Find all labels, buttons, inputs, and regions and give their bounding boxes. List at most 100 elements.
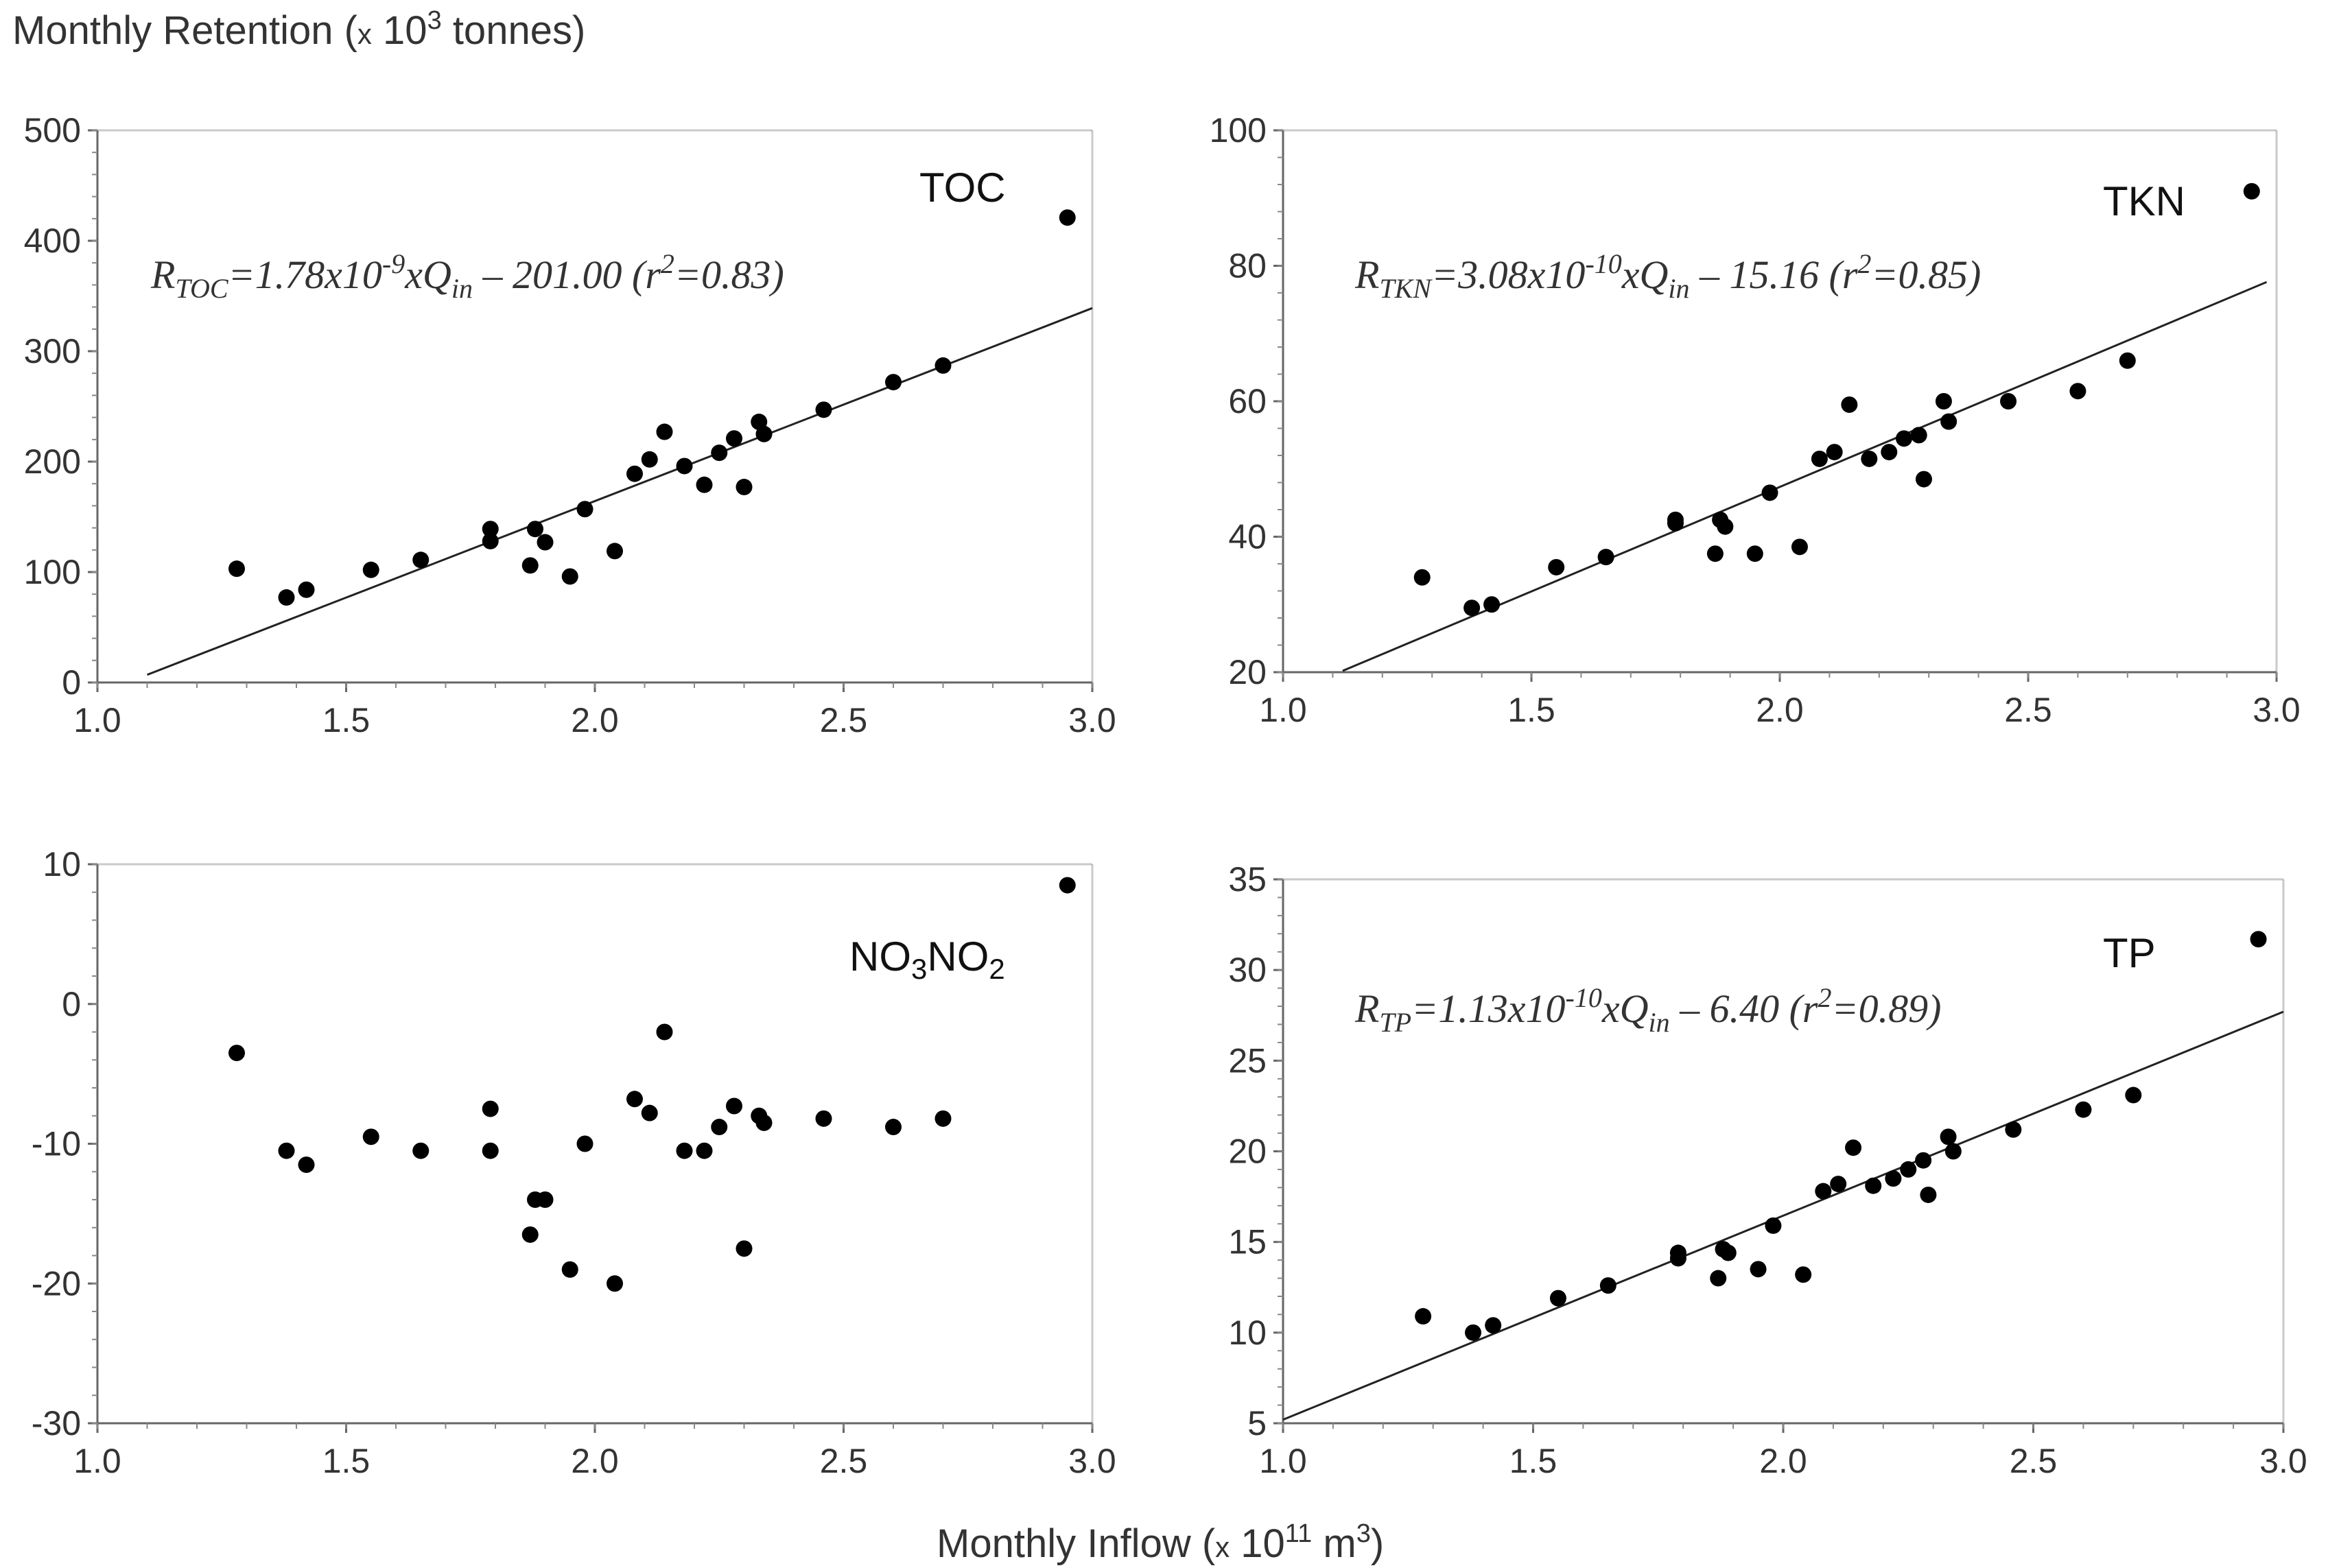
toc-data-point	[561, 568, 578, 585]
tp-data-point	[1944, 1143, 1962, 1160]
tp-fit-line	[1282, 1010, 2284, 1421]
toc-data-point	[362, 561, 379, 578]
toc-data-point	[278, 589, 295, 606]
no3no2-y-tick-label: 10	[43, 845, 81, 883]
tp-y-tick-label: 5	[1247, 1404, 1267, 1442]
tkn-data-point	[2119, 352, 2136, 369]
no3no2-data-point	[736, 1240, 753, 1257]
no3no2-data-point	[885, 1119, 902, 1136]
no3no2-data-point	[482, 1100, 499, 1117]
tkn-data-point	[1811, 450, 1828, 467]
toc-data-point	[1059, 209, 1076, 226]
no3no2-data-point	[521, 1226, 539, 1243]
tp-data-point	[1465, 1324, 1482, 1341]
tkn-y-tick-label: 80	[1228, 247, 1267, 285]
tkn-data-point	[1896, 430, 1912, 447]
tkn-data-point	[1861, 450, 1878, 467]
tp-data-point	[1599, 1277, 1616, 1294]
no3no2-data-point	[626, 1091, 643, 1108]
tp-data-point	[2005, 1121, 2022, 1138]
toc-data-point	[607, 543, 623, 560]
toc-data-point	[656, 423, 673, 440]
toc-data-point	[641, 451, 658, 468]
toc-data-point	[711, 444, 728, 462]
toc-y-tick-label: 0	[62, 663, 81, 702]
tkn-data-point	[1597, 549, 1614, 566]
tkn-data-point	[1413, 569, 1431, 586]
toc-data-point	[696, 476, 713, 493]
tp-data-point	[1845, 1139, 1862, 1156]
x-axis-title: Monthly Inflow (x 1011 m3)	[937, 1519, 1384, 1566]
tp-fit-group	[1282, 1010, 2284, 1421]
tkn-data-point	[1910, 427, 1927, 444]
toc-panel-title: TOC	[919, 165, 1006, 211]
tkn-equation: RTKN=3.08x10-10xQin – 15.16 (r2=0.85)	[1354, 248, 1981, 304]
toc-y-tick-label: 500	[24, 111, 81, 150]
no3no2-y-tick-label: -30	[32, 1404, 81, 1442]
tkn-x-tick-label: 3.0	[2253, 691, 2301, 729]
tp-data-point	[2250, 931, 2267, 948]
no3no2-data-point	[537, 1191, 554, 1208]
tp-y-tick-label: 20	[1228, 1132, 1267, 1171]
toc-x-tick-label: 3.0	[1068, 701, 1116, 739]
tkn-data-point	[2243, 182, 2260, 200]
panel-toc: 1.0 1.5 2.0 2.5 3.0 0 100 200 300 400 500 TOC RTOC…	[24, 111, 1116, 739]
toc-data-point	[537, 534, 554, 551]
tkn-data-point	[2000, 393, 2017, 409]
toc-y-tick-label: 200	[24, 442, 81, 481]
tkn-data-point	[1761, 484, 1778, 501]
tp-x-tick-label: 2.0	[1759, 1442, 1807, 1480]
no3no2-data-point	[696, 1142, 713, 1159]
tkn-fit-line	[1342, 281, 2268, 672]
no3no2-points	[228, 877, 1076, 1292]
tp-data-point	[1815, 1183, 1832, 1200]
tp-data-point	[1795, 1266, 1812, 1283]
no3no2-data-point	[711, 1119, 728, 1136]
toc-y-tick-label: 400	[24, 222, 81, 260]
tp-data-point	[1940, 1128, 1957, 1145]
tkn-data-point	[1717, 518, 1734, 535]
tkn-data-point	[1463, 599, 1481, 617]
y-axis-title: Monthly Retention (x 103 tonnes)	[12, 6, 585, 53]
no3no2-data-point	[934, 1110, 952, 1127]
toc-data-point	[228, 560, 245, 578]
tkn-y-tick-label: 20	[1228, 653, 1267, 691]
tkn-y-tick-label: 100	[1210, 111, 1267, 150]
no3no2-x-tick-label: 2.5	[820, 1442, 868, 1480]
tp-y-tick-label: 15	[1228, 1223, 1267, 1261]
tkn-x-tick-label: 1.0	[1259, 691, 1307, 729]
tp-points	[1415, 931, 2267, 1341]
no3no2-data-point	[1059, 877, 1076, 894]
tkn-data-point	[1935, 393, 1952, 409]
toc-data-point	[527, 521, 543, 538]
toc-data-point	[736, 479, 753, 496]
tp-y-tick-label: 10	[1228, 1314, 1267, 1352]
toc-axes: 1.0 1.5 2.0 2.5 3.0 0 100 200 300 400 500	[24, 111, 1116, 739]
toc-data-point	[482, 532, 499, 549]
tkn-data-point	[1915, 471, 1932, 488]
toc-data-point	[482, 521, 499, 538]
no3no2-data-point	[656, 1023, 673, 1041]
toc-data-point	[885, 374, 902, 391]
toc-data-point	[815, 401, 832, 418]
no3no2-data-point	[228, 1045, 245, 1062]
toc-data-point	[676, 458, 693, 475]
no3no2-data-point	[278, 1142, 295, 1159]
tp-data-point	[1865, 1177, 1882, 1194]
no3no2-axes: 1.0 1.5 2.0 2.5 3.0 -30 -20 -10 0 10	[32, 845, 1116, 1480]
no3no2-data-point	[362, 1128, 379, 1145]
tp-data-point	[2125, 1086, 2142, 1104]
tkn-y-tick-label: 60	[1228, 382, 1267, 420]
tp-data-point	[1710, 1270, 1727, 1287]
tp-equation: RTP=1.13x10-10xQin – 6.40 (r2=0.89)	[1354, 982, 1941, 1038]
toc-fit-line	[146, 307, 1093, 676]
tp-x-tick-label: 1.5	[1509, 1442, 1557, 1480]
toc-equation: RTOC=1.78x10-9xQin – 201.00 (r2=0.83)	[150, 248, 784, 304]
toc-data-point	[412, 551, 430, 569]
toc-x-tick-label: 1.0	[73, 701, 121, 739]
tkn-data-point	[1706, 545, 1724, 562]
toc-x-tick-label: 2.0	[571, 701, 619, 739]
tp-x-tick-label: 2.5	[2010, 1442, 2058, 1480]
tkn-panel-title: TKN	[2103, 178, 2185, 224]
